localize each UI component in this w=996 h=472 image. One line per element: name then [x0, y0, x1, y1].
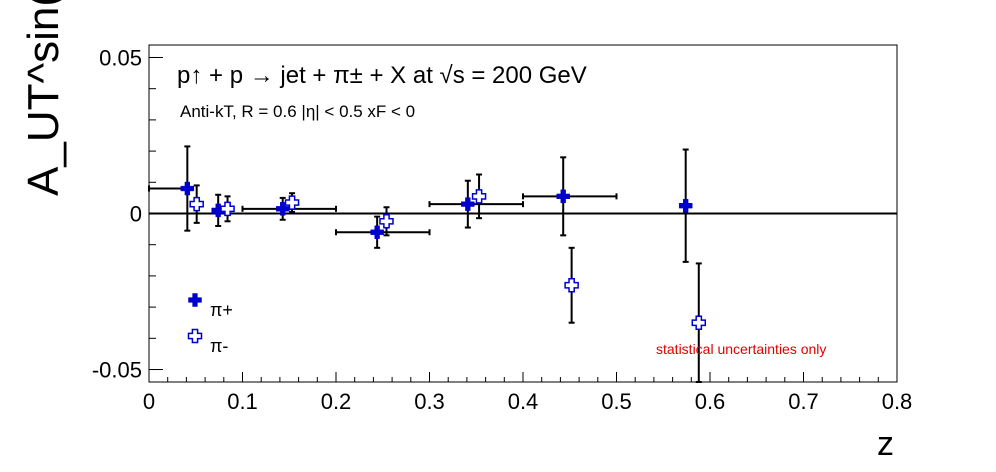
series-pi-minus [189, 173, 707, 383]
legend-label-pi-minus: π- [210, 336, 228, 356]
data-point [211, 193, 225, 227]
marker [220, 201, 235, 217]
marker [564, 278, 579, 293]
marker [370, 225, 384, 239]
legend-label-pi-plus: π+ [210, 300, 233, 320]
data-point [428, 179, 524, 229]
marker [284, 195, 300, 210]
data-point [148, 145, 195, 232]
marker [189, 196, 204, 212]
y-tick-label: -0.05 [92, 358, 142, 383]
x-axis-title: z [877, 425, 894, 463]
marker [180, 181, 195, 196]
data-point [189, 184, 204, 224]
marker [379, 214, 394, 229]
marker [471, 189, 487, 204]
data-point [284, 192, 300, 213]
data-point [522, 156, 618, 237]
chart-subtitle: Anti-kT, R = 0.6 |η| < 0.5 xF < 0 [180, 102, 415, 121]
legend-marker-pi-plus [188, 293, 202, 307]
data-point [564, 246, 579, 324]
x-tick-label: 0.3 [414, 389, 445, 414]
x-tick-label: 0.7 [788, 389, 819, 414]
series-pi-plus [148, 145, 693, 263]
legend-marker [187, 328, 203, 344]
marker [556, 189, 570, 204]
x-tick-label: 0.2 [321, 389, 352, 414]
data-point [335, 215, 431, 249]
marker [691, 315, 707, 330]
marker [461, 197, 475, 211]
y-tick-label: 0.05 [99, 45, 142, 70]
marker [678, 198, 693, 213]
x-tick-label: 0.6 [695, 389, 726, 414]
x-tick-label: 0.1 [227, 389, 258, 414]
x-tick-label: 0.4 [508, 389, 539, 414]
y-tick-label: 0 [130, 202, 142, 227]
legend-marker [188, 293, 202, 307]
data-point [678, 148, 693, 263]
legend: π+ π- [187, 293, 233, 356]
data-point [471, 173, 487, 220]
chart-title: p↑ + p → jet + π± + X at √s = 200 GeV [177, 62, 587, 89]
data-marks [148, 145, 707, 383]
legend-marker-pi-minus [187, 328, 203, 344]
data-point [379, 206, 394, 237]
data-point [220, 195, 235, 223]
x-tick-label: 0.5 [601, 389, 632, 414]
x-tick-label: 0.8 [882, 389, 913, 414]
y-axis-title: A_UT^sin(φS-φh) [19, 0, 68, 196]
x-tick-label: 0 [143, 389, 155, 414]
data-point [691, 262, 707, 383]
uncertainty-note: statistical uncertainties only [656, 341, 826, 357]
